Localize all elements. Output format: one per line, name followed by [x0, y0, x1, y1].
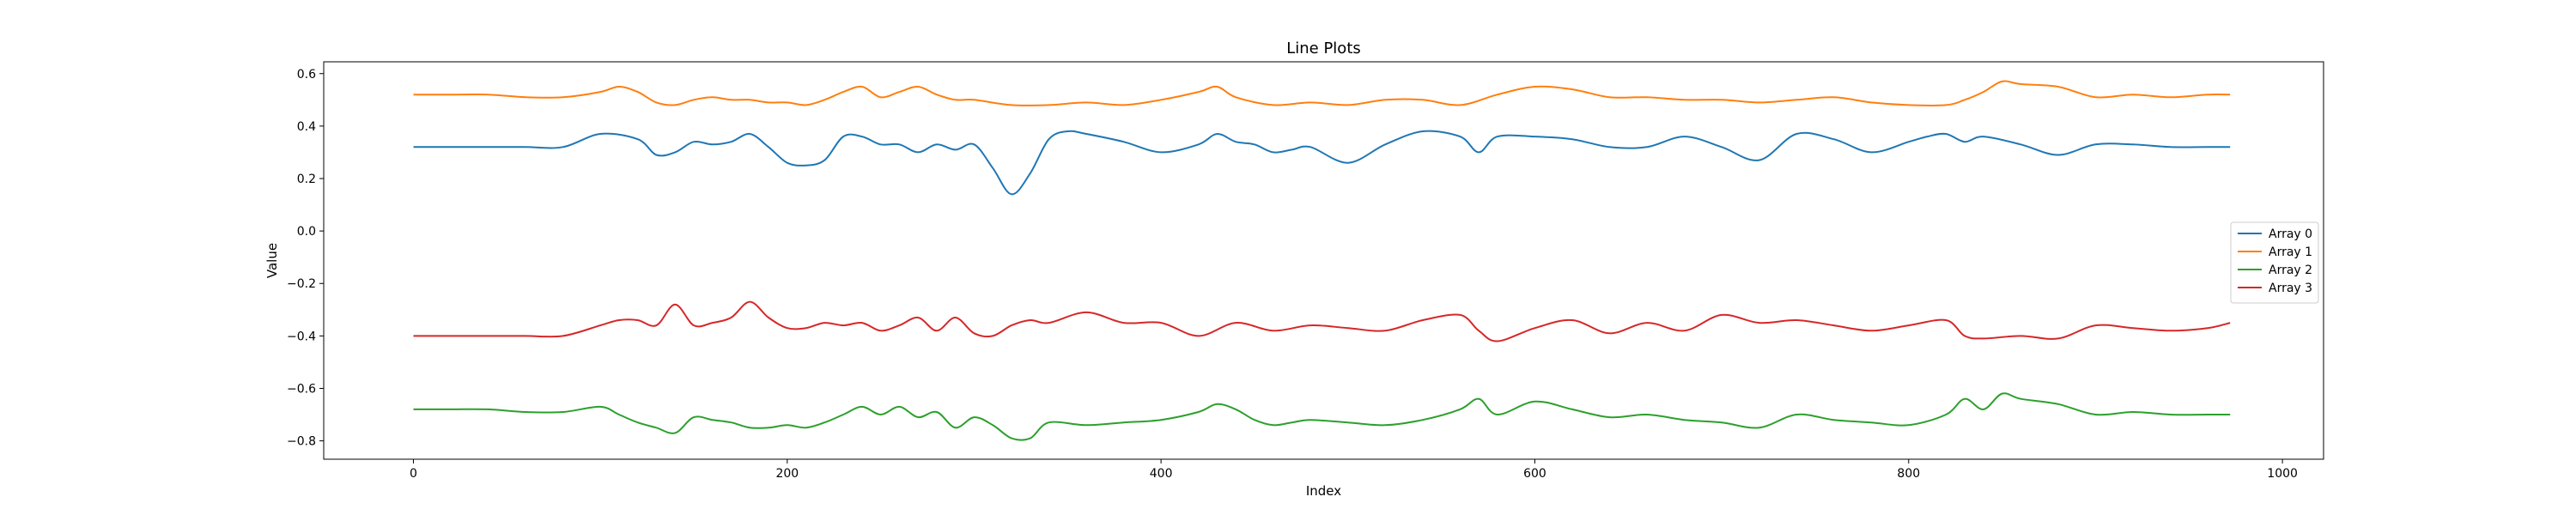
- x-tick-label: 1000: [2267, 467, 2298, 481]
- y-axis: −0.8 −0.6 −0.4 −0.2 0.0 0.2 0.4 0.6: [287, 68, 324, 449]
- y-tick-label: 0.0: [297, 225, 316, 239]
- y-tick-label: −0.8: [287, 435, 316, 449]
- legend-label: Array 2: [2269, 264, 2312, 277]
- plot-area: [413, 80, 2231, 441]
- series-line-array-2: [413, 392, 2231, 441]
- y-tick-label: −0.4: [287, 330, 316, 343]
- legend-label: Array 0: [2269, 227, 2312, 241]
- series-line-array-0: [413, 130, 2231, 196]
- legend-box: [2230, 221, 2319, 304]
- y-axis-label: Value: [264, 243, 280, 278]
- legend: Array 0 Array 1 Array 2 Array 3: [2230, 221, 2319, 304]
- legend-label: Array 3: [2269, 282, 2312, 295]
- x-axis: 0 200 400 600 800 1000: [410, 459, 2298, 481]
- series-line-array-1: [413, 80, 2231, 106]
- x-tick-label: 800: [1897, 467, 1920, 481]
- chart-title: Line Plots: [1286, 39, 1361, 58]
- y-tick-label: −0.2: [287, 277, 316, 291]
- y-tick-label: 0.4: [297, 120, 316, 134]
- x-tick-label: 600: [1523, 467, 1546, 481]
- legend-label: Array 1: [2269, 245, 2312, 259]
- plot-frame: [323, 61, 2324, 460]
- x-tick-label: 0: [410, 467, 417, 481]
- y-tick-label: 0.6: [297, 68, 316, 82]
- x-axis-label: Index: [1306, 483, 1341, 499]
- y-tick-label: −0.6: [287, 382, 316, 396]
- x-tick-label: 400: [1150, 467, 1173, 481]
- y-tick-label: 0.2: [297, 173, 316, 186]
- series-line-array-3: [413, 300, 2231, 342]
- x-tick-label: 200: [775, 467, 799, 481]
